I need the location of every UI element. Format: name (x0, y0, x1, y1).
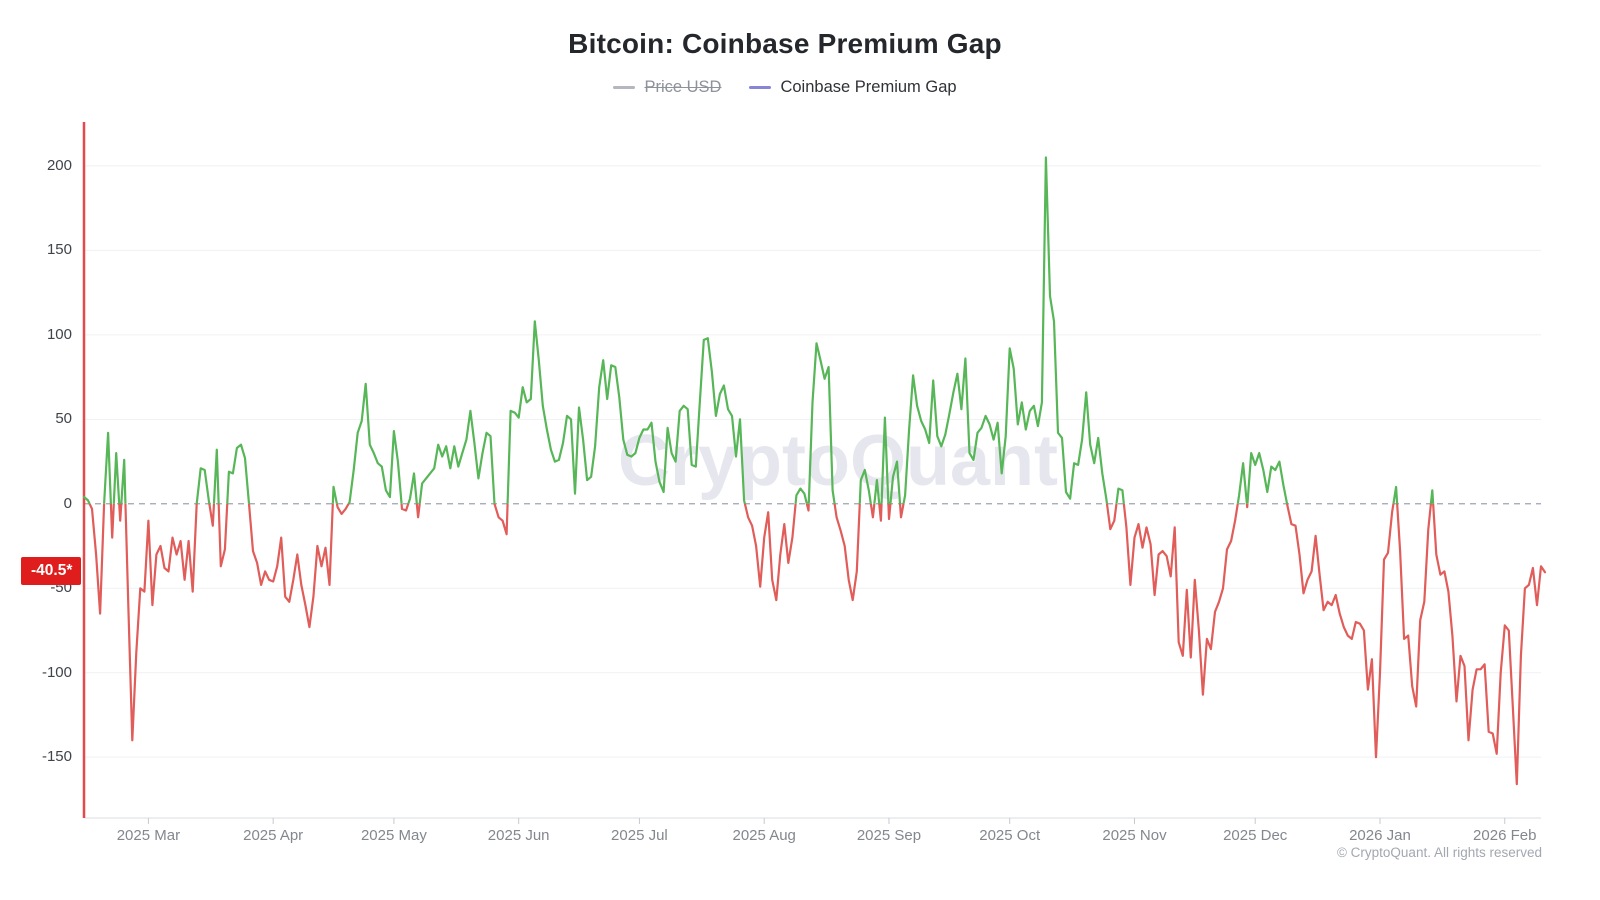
legend-dash-icon (749, 86, 772, 89)
legend-item-price-usd[interactable]: Price USD (613, 78, 721, 97)
y-axis-label: -150 (41, 748, 72, 766)
y-axis-label: 200 (46, 156, 72, 174)
x-axis-label: 2025 Sep (856, 827, 922, 844)
y-axis-label: -100 (41, 663, 72, 681)
premium-gap-line-negative (88, 503, 1547, 786)
y-axis-label: 150 (46, 241, 72, 259)
premium-gap-line-positive (82, 156, 1435, 504)
x-axis-label: 2025 Jun (487, 827, 550, 844)
y-axis-label: 50 (55, 410, 72, 428)
x-axis-label: 2026 Jan (1349, 827, 1411, 844)
legend-label: Price USD (644, 78, 722, 96)
legend-dash-icon (613, 86, 636, 89)
x-axis-label: 2025 Apr (243, 827, 304, 844)
x-axis-label: 2025 May (360, 827, 427, 844)
current-value-badge: -40.5* (21, 557, 82, 585)
y-axis-label: 100 (46, 325, 72, 343)
x-axis-label: 2025 Aug (732, 827, 796, 844)
x-axis-label: 2025 Oct (979, 827, 1041, 844)
x-axis-label: 2025 Nov (1102, 827, 1167, 844)
page-title: Bitcoin: Coinbase Premium Gap (568, 28, 1002, 59)
copyright-text: © CryptoQuant. All rights reserved (1336, 845, 1542, 860)
x-axis-label: 2025 Mar (116, 827, 181, 844)
y-axis-label: 0 (63, 494, 72, 512)
x-axis-label: 2025 Dec (1223, 827, 1288, 844)
legend-label: Coinbase Premium Gap (780, 78, 957, 96)
legend-item-coinbase-premium-gap[interactable]: Coinbase Premium Gap (749, 78, 957, 97)
x-axis-label: 2025 Jul (611, 827, 668, 844)
x-axis-label: 2026 Feb (1473, 827, 1537, 844)
chart-legend: Price USD Coinbase Premium Gap (0, 78, 1570, 97)
